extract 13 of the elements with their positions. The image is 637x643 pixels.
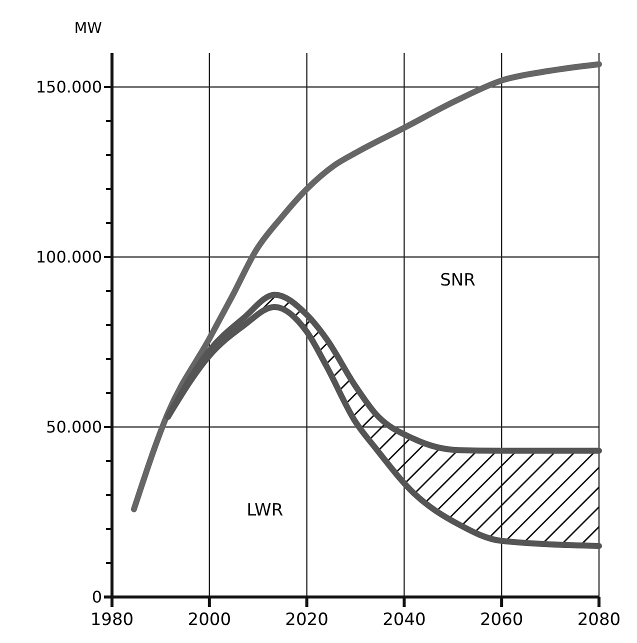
y-tick-label: 100.000 bbox=[36, 248, 102, 267]
y-tick-label: 150.000 bbox=[36, 78, 102, 97]
x-tick-label: 2040 bbox=[382, 610, 426, 630]
annotation: SNR bbox=[440, 270, 476, 290]
y-axis-title: MW bbox=[74, 19, 102, 37]
y-tick-label: 50.000 bbox=[46, 418, 102, 437]
y-tick-label: 0 bbox=[92, 588, 102, 607]
x-tick-label: 2000 bbox=[188, 610, 232, 630]
annotation: LWR bbox=[246, 500, 284, 520]
x-tick-label: 2060 bbox=[480, 610, 524, 630]
x-tick-label: 2020 bbox=[285, 610, 328, 630]
x-tick-label: 2080 bbox=[577, 610, 621, 630]
x-tick-label: 1980 bbox=[90, 610, 134, 630]
